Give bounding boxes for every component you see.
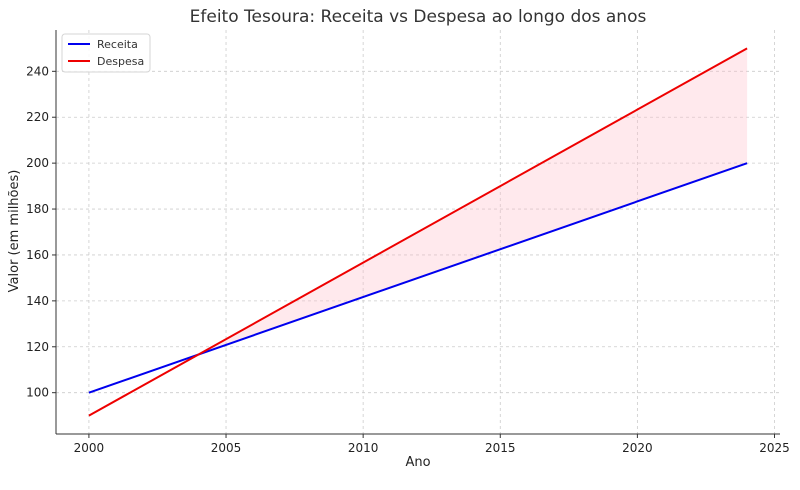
grid: [56, 30, 780, 434]
y-axis-label: Valor (em milhões): [7, 170, 22, 293]
y-tick-label: 180: [26, 202, 49, 216]
ticks: 2000 2005 2010 2015 2020 2025 100 120 140 160 180 2…: [26, 64, 790, 455]
x-tick-label: 2010: [348, 441, 379, 455]
chart-title: Efeito Tesoura: Receita vs Despesa ao lo…: [190, 7, 647, 27]
x-axis-label: Ano: [405, 455, 430, 470]
x-tick-label: 2020: [622, 441, 653, 455]
y-tick-label: 140: [26, 294, 49, 308]
y-tick-label: 200: [26, 156, 49, 170]
series-line-receita: [88, 162, 748, 394]
x-tick-label: 2015: [485, 441, 516, 455]
series-line-despesa: [88, 47, 748, 417]
y-tick-label: 160: [26, 248, 49, 262]
legend: Receita Despesa: [61, 33, 151, 73]
x-tick-label: 2025: [759, 441, 790, 455]
x-tick-label: 2005: [211, 441, 242, 455]
y-tick-label: 240: [26, 64, 49, 78]
legend-label: Despesa: [97, 55, 144, 68]
y-tick-label: 120: [26, 340, 49, 354]
x-tick-label: 2000: [74, 441, 105, 455]
legend-label: Receita: [97, 38, 138, 51]
axes: [55, 30, 780, 435]
y-tick-label: 100: [26, 386, 49, 400]
y-tick-label: 220: [26, 110, 49, 124]
series-lines: [88, 47, 748, 417]
